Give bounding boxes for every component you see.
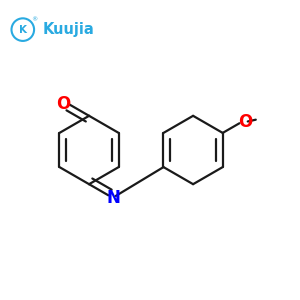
Text: N: N [107,189,121,207]
Text: Kuujia: Kuujia [43,22,95,37]
Text: O: O [56,95,70,113]
Text: ®: ® [31,18,37,22]
Text: O: O [238,113,252,131]
Text: K: K [19,25,27,34]
